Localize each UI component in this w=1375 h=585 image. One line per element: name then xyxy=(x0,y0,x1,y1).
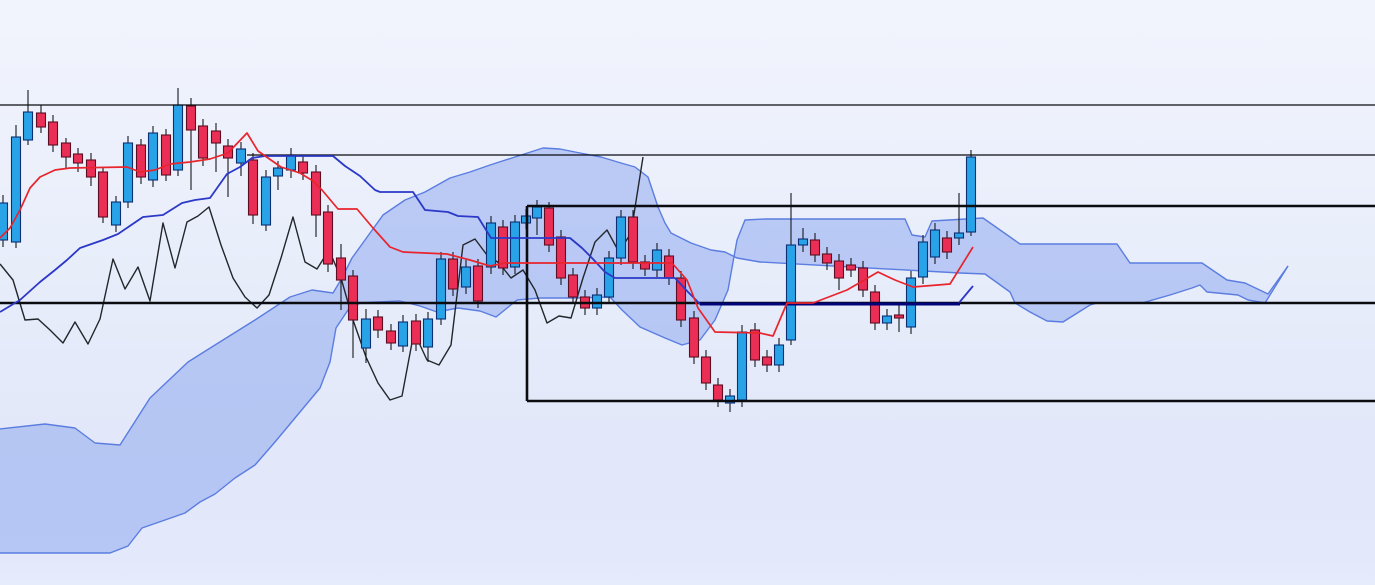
bearish-candle xyxy=(833,260,845,279)
bearish-candle xyxy=(639,261,651,270)
bearish-candle xyxy=(712,384,724,401)
bullish-candle xyxy=(110,201,122,226)
bearish-candle xyxy=(893,314,905,319)
bearish-candle xyxy=(410,320,422,345)
bullish-candle xyxy=(22,111,34,141)
bearish-candle xyxy=(497,226,509,269)
bearish-candle xyxy=(845,264,857,271)
bearish-candle xyxy=(663,255,675,279)
bearish-candle xyxy=(35,112,47,128)
bullish-candle xyxy=(397,321,409,347)
tenkan-sen-line xyxy=(0,132,974,337)
bullish-candle xyxy=(736,331,748,401)
bearish-candle xyxy=(627,216,639,263)
bullish-candle xyxy=(172,104,184,171)
bullish-candle xyxy=(724,395,736,404)
bearish-candle xyxy=(567,274,579,298)
bearish-candle xyxy=(72,153,84,164)
bearish-candle xyxy=(335,257,347,281)
bullish-candle xyxy=(615,216,627,259)
bearish-candle xyxy=(472,265,484,302)
bullish-candle xyxy=(773,344,785,366)
bullish-candle xyxy=(651,249,663,271)
bullish-candle xyxy=(785,244,797,341)
bullish-candle xyxy=(147,132,159,181)
bearish-candle xyxy=(543,207,555,246)
bearish-candle xyxy=(700,356,712,384)
bullish-candle xyxy=(435,258,447,320)
bullish-candle xyxy=(965,156,977,233)
bullish-candle xyxy=(509,221,521,268)
candlesticks xyxy=(0,88,977,412)
bearish-candle xyxy=(185,105,197,131)
bearish-candle xyxy=(97,171,109,218)
bullish-candle xyxy=(797,238,809,246)
bearish-candle xyxy=(47,121,59,146)
bearish-candle xyxy=(372,316,384,331)
bearish-candle xyxy=(821,253,833,264)
bearish-candle xyxy=(135,144,147,178)
horizontal-level-lines xyxy=(0,104,1375,305)
bearish-candle xyxy=(688,317,700,358)
bullish-candle xyxy=(360,318,372,349)
bullish-candle xyxy=(917,241,929,278)
kijun-sen-line xyxy=(0,155,974,313)
bullish-candle xyxy=(272,167,284,177)
bullish-candle xyxy=(460,266,472,288)
bearish-candle xyxy=(310,171,322,216)
bullish-candle xyxy=(10,136,22,243)
bullish-candle xyxy=(260,176,272,226)
bullish-candle xyxy=(235,148,247,164)
bearish-candle xyxy=(749,329,761,361)
bearish-candle xyxy=(297,161,309,174)
bearish-candle xyxy=(60,142,72,158)
bullish-candle xyxy=(122,142,134,203)
bullish-candle xyxy=(485,222,497,268)
bearish-candle xyxy=(761,356,773,366)
bearish-candle xyxy=(197,125,209,159)
bullish-candle xyxy=(531,206,543,219)
bullish-candle xyxy=(0,202,9,241)
bearish-candle xyxy=(555,236,567,279)
bullish-candle xyxy=(953,232,965,239)
bearish-candle xyxy=(347,275,359,321)
bearish-candle xyxy=(247,159,259,216)
bearish-candle xyxy=(447,258,459,290)
bullish-candle xyxy=(881,315,893,324)
bearish-candle xyxy=(160,134,172,176)
bullish-candle xyxy=(591,294,603,309)
bullish-candle xyxy=(285,154,297,171)
bearish-candle xyxy=(385,330,397,344)
bearish-candle xyxy=(210,130,222,144)
bearish-candle xyxy=(809,239,821,256)
bearish-candle xyxy=(941,237,953,253)
ichimoku-cloud xyxy=(0,147,1289,554)
bearish-candle xyxy=(322,211,334,265)
bullish-candle xyxy=(929,229,941,258)
bearish-candle xyxy=(675,277,687,321)
bullish-candle xyxy=(422,318,434,348)
bearish-candle xyxy=(869,291,881,324)
